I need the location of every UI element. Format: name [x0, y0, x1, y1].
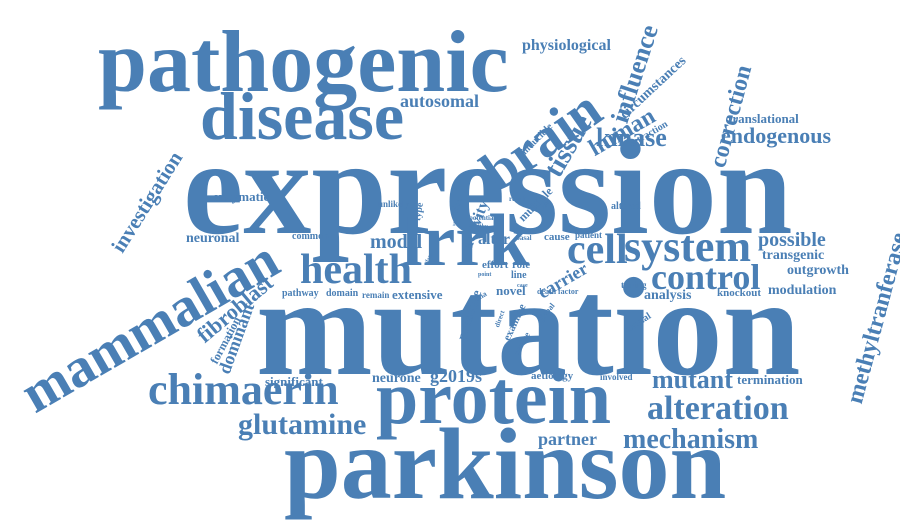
- word-outgrowth: outgrowth: [787, 263, 849, 278]
- word-expression: expression: [183, 113, 793, 263]
- word-system: system: [624, 222, 752, 271]
- word-line: effort: [482, 259, 509, 271]
- word-alteration: alteration: [647, 390, 789, 427]
- word-pathogenic: pathogenic: [98, 14, 509, 111]
- word-vitro: line: [511, 270, 527, 281]
- word-mutation: mutation: [256, 250, 801, 405]
- word-novel: novel: [496, 283, 526, 298]
- word-involved: involved: [600, 372, 633, 382]
- word-possible: possible: [758, 229, 826, 251]
- word-effort: healthy: [469, 224, 489, 230]
- word-testing: testing: [621, 280, 647, 290]
- word-global: result: [509, 195, 526, 203]
- word-glutamine: glutamine: [238, 408, 367, 441]
- word-methyltranferase: methyltranferase: [842, 229, 900, 407]
- word-case: point: [478, 272, 492, 278]
- word-mutant: mutant: [652, 365, 733, 394]
- word-enzymatic: enzymatic: [213, 189, 270, 204]
- word-point: basal: [516, 234, 532, 242]
- word-partner: partner: [538, 429, 597, 449]
- word-translational: translational: [728, 111, 799, 126]
- word-mechanism: mechanism: [623, 424, 759, 455]
- word-patient: patient: [575, 230, 602, 240]
- word-chimaerin: chimaerin: [148, 365, 339, 414]
- word-type: case: [517, 283, 528, 289]
- word-control: control: [651, 257, 761, 297]
- word-role: role: [512, 259, 531, 271]
- word-pathway: pathway: [282, 288, 319, 299]
- word-basal: potential: [469, 214, 496, 222]
- word-parkinson: parkinson: [284, 408, 727, 521]
- word-health: health: [300, 247, 413, 293]
- word-remain: remain: [362, 290, 390, 300]
- word-neurone: neurone: [372, 371, 421, 386]
- word-neuronal: neuronal: [186, 231, 240, 246]
- word-investigation: investigation: [106, 146, 188, 257]
- word-common: common: [292, 231, 329, 242]
- word-g2019s: g2019s: [430, 366, 483, 386]
- word-lrrk: lrrk: [402, 200, 530, 282]
- word-transgenic: transgenic: [762, 248, 825, 263]
- word-disease: disease: [200, 78, 404, 154]
- word-domain: domain: [326, 288, 359, 299]
- word-knockout: knockout: [717, 287, 762, 299]
- word-healthy: unlikely: [378, 199, 410, 209]
- word-autosomal: autosomal: [400, 91, 480, 111]
- word-cell: cell: [567, 227, 628, 273]
- word-factor: factor: [558, 287, 579, 296]
- word-death: death: [537, 287, 557, 296]
- word-termination: termination: [737, 372, 803, 387]
- word-extensive: extensive: [392, 287, 443, 302]
- word-endogenous: endogenous: [721, 123, 832, 148]
- word-modulation: modulation: [768, 283, 837, 298]
- word-significant: significant: [265, 374, 323, 389]
- word-multiple: altered: [611, 201, 641, 212]
- word-physiological: physiological: [522, 37, 611, 54]
- word-protein: protein: [376, 356, 612, 440]
- word-aetiology: aetiology: [531, 370, 574, 382]
- word-cause: cause: [544, 231, 570, 243]
- word-kinase: kinase: [596, 123, 667, 152]
- word-analysis: analysis: [644, 288, 692, 303]
- word-alter: alter: [478, 231, 510, 248]
- word-model: model: [370, 231, 423, 253]
